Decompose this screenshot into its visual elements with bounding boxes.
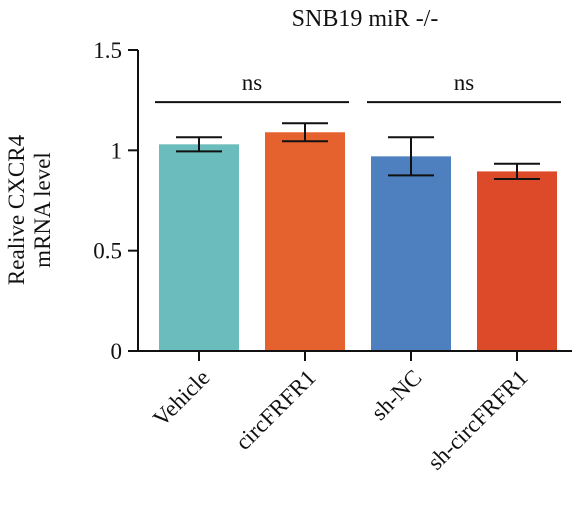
x-tick-label: Vehicle — [148, 365, 214, 431]
significance-label: ns — [242, 70, 263, 95]
bar — [371, 156, 451, 351]
x-tick-label: circFRFR1 — [231, 365, 321, 455]
bar — [265, 132, 345, 351]
significance-brackets: ns ns — [155, 70, 561, 104]
x-tick-label: sh-NC — [366, 365, 426, 425]
bar — [159, 144, 239, 351]
significance-label: ns — [454, 70, 475, 95]
chart-title: SNB19 miR -/- — [292, 6, 439, 32]
y-tick-label: 1 — [111, 138, 123, 163]
y-tick-label: 1.5 — [93, 38, 122, 63]
error-bars — [176, 122, 540, 181]
x-tick-label: sh-circFRFR1 — [423, 365, 533, 475]
bars — [159, 132, 557, 351]
y-tick-label: 0.5 — [93, 239, 122, 264]
y-axis: 0 0.5 1 1.5 — [93, 38, 139, 364]
bar — [477, 171, 557, 351]
y-tick-label: 0 — [111, 339, 123, 364]
y-axis-label-line-2-text: mRNA level — [30, 152, 55, 268]
y-axis-label-group: Realive CXCR4 mRNA level — [4, 134, 55, 285]
y-axis-label-line-1-text: Realive CXCR4 — [4, 134, 29, 285]
